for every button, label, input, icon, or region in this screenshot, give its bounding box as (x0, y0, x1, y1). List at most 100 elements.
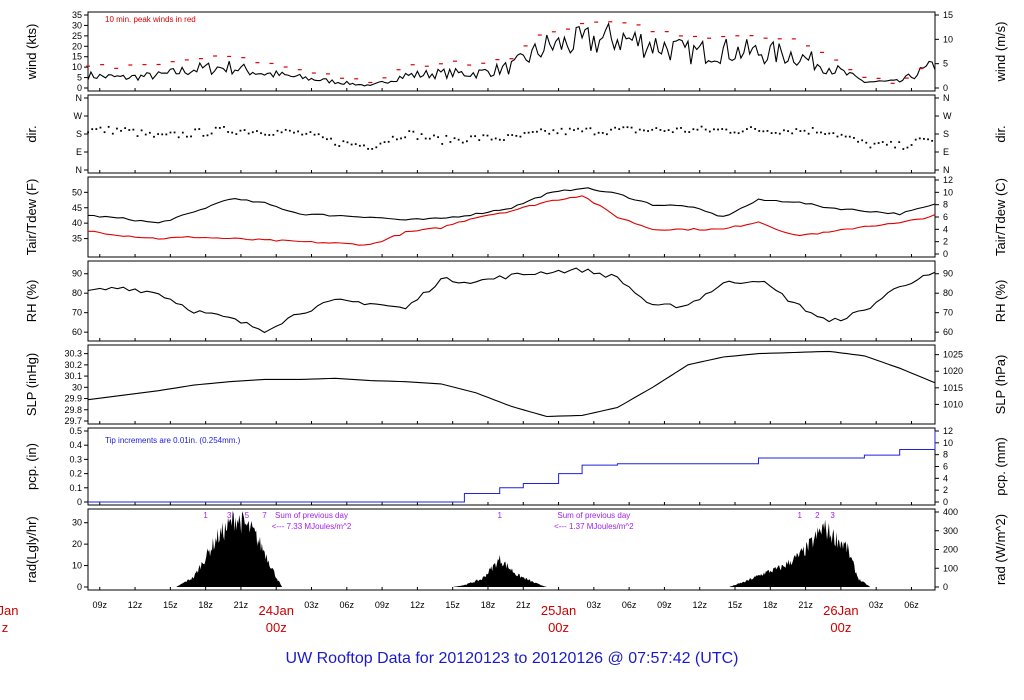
wind-tick-label-right: 5 (943, 59, 948, 69)
dir-point (103, 131, 106, 134)
dir-point (173, 131, 176, 134)
x-hour-label: 12z (692, 600, 707, 610)
dir-point (214, 126, 217, 129)
x-hour-label: 09z (657, 600, 672, 610)
x-hour-label: 15z (445, 600, 460, 610)
dir-point (618, 128, 621, 130)
radiation-area-day-1 (176, 511, 283, 587)
pcp-tick-label-left: 0.2 (69, 469, 82, 479)
dir-point (297, 130, 299, 133)
dir-point (791, 132, 794, 135)
temperature-tick-label-right: 10 (943, 187, 953, 197)
dir-point (675, 127, 678, 130)
slp-tick-label-right: 1015 (943, 383, 963, 393)
dir-point (910, 144, 913, 146)
dir-point (906, 146, 909, 149)
wind-tick-label-left: 30 (72, 20, 82, 30)
dir-point (927, 138, 929, 141)
dir-tick-label-right: W (943, 111, 952, 121)
dir-tick-label-right: N (943, 165, 950, 175)
dir-point (535, 130, 538, 133)
pcp-tick-label-right: 6 (943, 462, 948, 472)
slp-tick-label-left: 30 (72, 382, 82, 392)
dir-point (428, 137, 431, 140)
wind-tick-label-left: 35 (72, 10, 82, 20)
dir-tick-label-left: N (76, 93, 83, 103)
pcp-tick-label-right: 4 (943, 473, 948, 483)
day-label-bottom: 00z (830, 620, 851, 635)
dir-point (531, 131, 534, 133)
dir-point (692, 128, 695, 131)
dir-point (573, 129, 575, 131)
dir-point (346, 141, 349, 144)
dir-point (330, 137, 332, 140)
wind-annotation: 10 min. peak winds in red (105, 15, 196, 24)
dir-point (758, 130, 761, 132)
x-hour-label: 06z (904, 600, 919, 610)
dir-point (890, 140, 892, 143)
dir-point (453, 137, 456, 140)
dir-point (647, 130, 649, 132)
dir-point (424, 137, 427, 140)
dir-point (210, 132, 213, 135)
wind-tick-label-right: 15 (943, 10, 953, 20)
dir-point (231, 131, 234, 134)
dir-point (507, 134, 509, 136)
dir-point (787, 130, 789, 132)
rh-tick-label-left: 60 (72, 327, 82, 337)
dir-point (811, 127, 814, 129)
dir-point (803, 129, 806, 132)
dir-point (301, 133, 304, 136)
dir-tick-label-right: E (943, 147, 949, 157)
dir-point (667, 129, 670, 132)
x-hour-label: 12z (128, 600, 143, 610)
dir-point (799, 130, 802, 132)
dir-point (153, 135, 155, 138)
dir-point (754, 128, 757, 130)
dir-point (276, 129, 279, 132)
pcp-tick-label-right: 8 (943, 450, 948, 460)
dir-point (461, 141, 464, 144)
dir-point (391, 135, 394, 138)
dir-point (898, 141, 901, 144)
dir-point (581, 130, 584, 133)
dir-point (95, 128, 98, 130)
dir-point (268, 134, 271, 136)
dir-point (605, 133, 608, 136)
dir-point (321, 136, 324, 139)
rh-ylabel-left: RH (%) (24, 280, 39, 323)
dir-point (795, 128, 798, 130)
dir-point (655, 127, 658, 129)
dir-point (387, 140, 390, 143)
radiation-tick-label-right: 200 (943, 545, 958, 555)
temperature-tick-label-right: 6 (943, 212, 948, 222)
dir-point (309, 131, 312, 133)
dir-point (198, 128, 201, 130)
pcp-series-line (88, 431, 936, 503)
dir-point (741, 130, 744, 133)
dir-point (828, 132, 831, 135)
temperature-tick-label-right: 12 (943, 175, 953, 185)
rh-series-line (87, 267, 936, 334)
dir-point (848, 135, 851, 138)
rad-marker-label: 3 (227, 511, 232, 520)
dir-point (354, 143, 357, 145)
dir-point (284, 128, 287, 131)
dir-point (783, 129, 785, 132)
dir-point (412, 130, 415, 133)
dir-point (363, 144, 365, 147)
slp-tick-label-left: 30.1 (64, 371, 82, 381)
dir-point (470, 135, 472, 138)
x-hour-label: 21z (516, 600, 531, 610)
dir-point (820, 131, 822, 134)
dir-point (334, 143, 337, 146)
dir-point (223, 125, 225, 128)
temperature-series-Tair (87, 187, 936, 224)
dir-point (247, 132, 250, 135)
dir-point (379, 142, 382, 145)
dir-point (560, 127, 563, 130)
wind-tick-label-left: 5 (77, 73, 82, 83)
x-hour-label: 06z (622, 600, 637, 610)
radiation-tick-label-right: 300 (943, 526, 958, 536)
temperature-tick-label-left: 45 (72, 203, 82, 213)
